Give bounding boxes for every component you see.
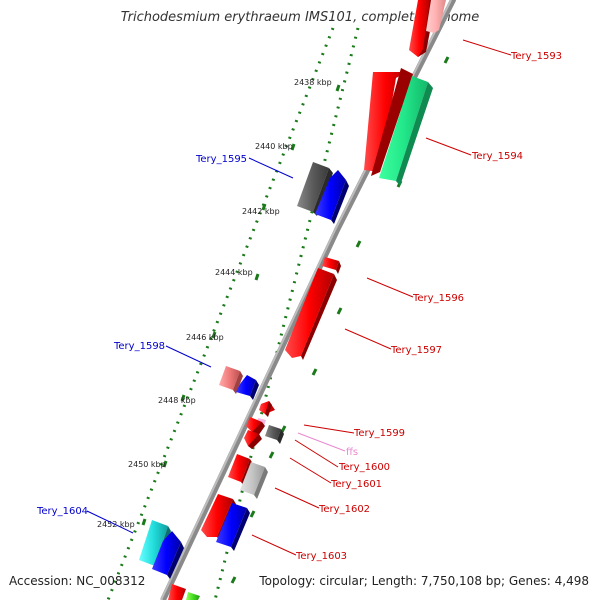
scale-tick — [162, 460, 168, 468]
gene-tery-1599[interactable] — [259, 401, 275, 417]
gene-tery-1600[interactable] — [246, 417, 284, 444]
gene-tery-1593[interactable] — [409, 0, 446, 57]
kbp-label: 2446 kbp — [186, 333, 224, 342]
kbp-label: 2442 kbp — [242, 207, 280, 216]
gene-label-tery-1601[interactable]: Tery_1601 — [330, 479, 382, 490]
scale-tick — [443, 56, 450, 64]
gene-tery-1597[interactable] — [285, 268, 337, 360]
gene-tery-1601[interactable] — [244, 430, 262, 449]
genome-backbone-highlight — [160, 229, 336, 600]
leader-tery-1596 — [366, 277, 414, 298]
kbp-label: 2448 kbp — [158, 396, 196, 405]
leader-tery-1604 — [86, 510, 134, 534]
gene-tery-1596[interactable] — [322, 257, 341, 274]
gene-label-tery-1594[interactable]: Tery_1594 — [471, 151, 523, 162]
scale-tick — [261, 203, 267, 211]
kbp-label: 2444 kbp — [215, 268, 253, 277]
leader-tery-1601 — [289, 457, 332, 484]
scale-tick — [355, 240, 362, 248]
genome-summary: Topology: circular; Length: 7,750,108 bp… — [259, 574, 589, 588]
gene-label-tery-1593[interactable]: Tery_1593 — [510, 51, 562, 62]
leader-tery-1603 — [251, 534, 297, 556]
leader-tery-1599 — [303, 424, 355, 434]
gene-label-ffs[interactable]: ffs — [346, 447, 358, 458]
leader-tery-1593 — [462, 39, 512, 56]
gene-label-tery-1600[interactable]: Tery_1600 — [338, 462, 390, 473]
leader-tery-1598 — [165, 345, 212, 368]
gene-tery-1602[interactable] — [228, 454, 268, 499]
gene-label-tery-1604[interactable]: Tery_1604 — [36, 506, 88, 517]
genome-backbone — [160, 228, 340, 600]
scale-tick — [280, 425, 287, 433]
gene-tery-1603[interactable] — [201, 494, 250, 551]
label-leaders — [86, 39, 512, 556]
scale-tick — [335, 84, 341, 92]
scale-tick — [254, 273, 260, 281]
gene-tery-1598[interactable] — [219, 366, 259, 400]
scale-tick — [249, 510, 256, 518]
scale-tick — [336, 307, 343, 315]
gene-label-tery-1598[interactable]: Tery_1598 — [113, 341, 165, 352]
leader-tery-1594 — [425, 137, 472, 156]
gene-label-tery-1595[interactable]: Tery_1595 — [195, 154, 247, 165]
gene-label-tery-1603[interactable]: Tery_1603 — [295, 551, 347, 562]
gene-label-tery-1599[interactable]: Tery_1599 — [353, 428, 405, 439]
scale-tick — [180, 394, 186, 402]
gene-label-tery-1602[interactable]: Tery_1602 — [318, 504, 370, 515]
scale-tick — [311, 368, 318, 376]
leader-ffs — [297, 432, 346, 452]
kbp-label: 2450 kbp — [128, 460, 166, 469]
scale-tick — [211, 331, 217, 339]
scale-tick — [290, 143, 296, 151]
gene-label-tery-1596[interactable]: Tery_1596 — [412, 293, 464, 304]
scale-tick — [230, 576, 237, 584]
kbp-label: 2440 kbp — [255, 142, 293, 151]
gene-tery-1604[interactable] — [139, 520, 184, 579]
scale-tick — [268, 451, 275, 459]
leader-tery-1595 — [248, 157, 294, 179]
kbp-label: 2438 kbp — [294, 78, 332, 87]
leader-tery-1597 — [344, 328, 392, 350]
gene-tery-1595[interactable] — [297, 162, 349, 224]
map-title: Trichodesmium erythraeum IMS101, complet… — [120, 10, 480, 25]
gene-label-tery-1597[interactable]: Tery_1597 — [390, 345, 442, 356]
scale-tick — [141, 518, 147, 526]
gene-tery-1594[interactable] — [364, 68, 433, 186]
gene-partial-bottom[interactable] — [168, 584, 200, 600]
inner-scale-track — [106, 27, 335, 600]
accession-label: Accession: NC_008312 — [9, 574, 146, 588]
leader-tery-1600 — [294, 439, 339, 468]
leader-tery-1602 — [274, 487, 320, 509]
